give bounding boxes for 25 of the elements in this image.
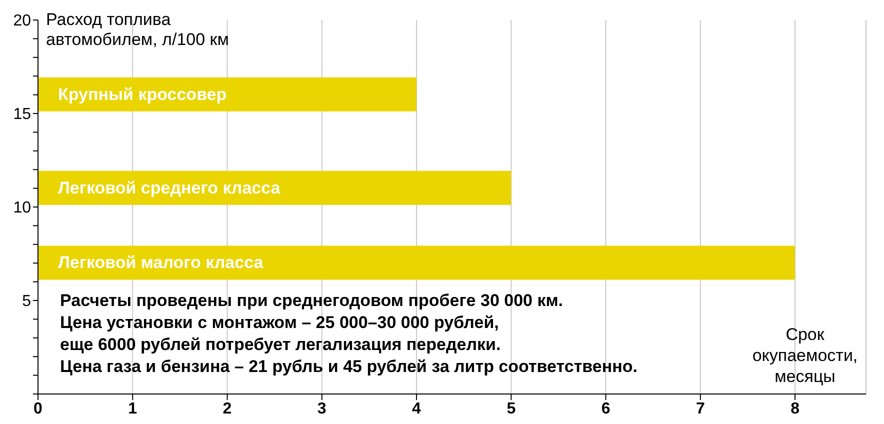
- x-tick-label: 7: [696, 400, 705, 418]
- y-axis-title: Расход топлива автомобилем, л/100 км: [46, 10, 230, 50]
- x-axis-title: Срок окупаемости, месяцы: [751, 324, 859, 387]
- series-label: Крупный кроссовер: [58, 84, 227, 104]
- annotation: Цена установки с монтажом – 25 000–30 000 рублей,: [60, 312, 500, 334]
- y-tick-label: 5: [22, 293, 32, 310]
- x-tick-label: 2: [222, 400, 232, 418]
- y-tick-label: 15: [13, 106, 32, 124]
- series-label: Легковой малого класса: [58, 253, 264, 272]
- x-tick-label: 1: [128, 400, 138, 418]
- bar: [38, 77, 417, 112]
- bar: [38, 170, 512, 205]
- annotation: Цена газа и бензина – 21 рубль и 45 рублей за литр соответственно.: [60, 356, 638, 378]
- annotation: Расчеты проведены при среднегодовом пробеге 30 000 км.: [60, 290, 564, 312]
- x-tick-label: 3: [317, 400, 326, 418]
- bar: [38, 246, 796, 280]
- y-tick-label: 20: [13, 12, 32, 30]
- y-tick-label: 10: [13, 200, 32, 217]
- x-tick-label: 5: [506, 400, 516, 418]
- x-tick-label: 4: [412, 400, 422, 418]
- x-tick-label: 0: [34, 400, 43, 418]
- series-label: Легковой среднего класса: [58, 178, 281, 198]
- annotation: еще 6000 рублей потребует легализация переделки.: [60, 334, 502, 356]
- x-tick-label: 8: [790, 400, 800, 418]
- x-tick-label: 6: [601, 400, 610, 418]
